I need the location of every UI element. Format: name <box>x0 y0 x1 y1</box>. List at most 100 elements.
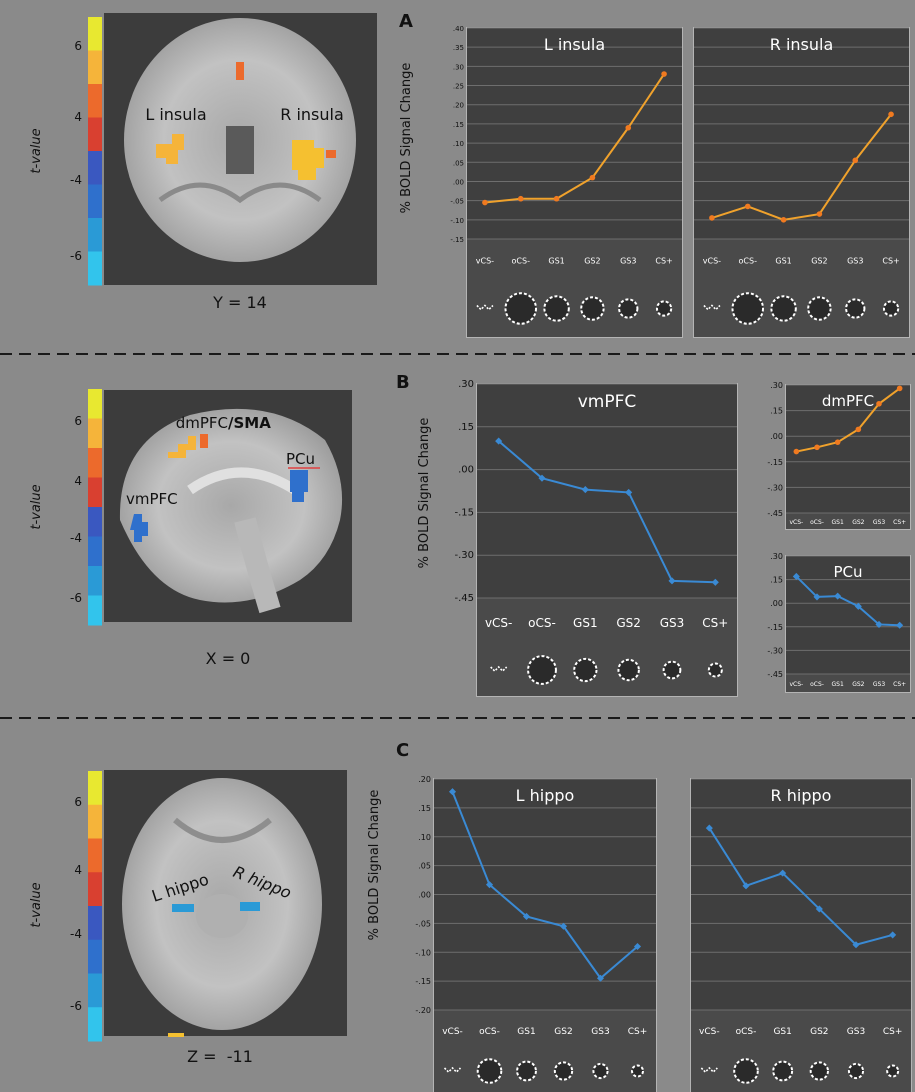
chart-title: dmPFC <box>822 392 874 410</box>
stimulus-glyph <box>592 1062 609 1080</box>
data-point <box>581 486 589 494</box>
x-tick-label: CS+ <box>655 257 672 266</box>
y-tick-label: .30 <box>458 379 474 390</box>
x-tick-label: vCS- <box>485 616 512 630</box>
data-point <box>538 474 546 482</box>
x-tick-label: GS1 <box>832 681 844 688</box>
y-tick-label: .10 <box>453 140 464 148</box>
stimulus-glyph <box>490 665 508 673</box>
stimulus-glyph <box>618 298 639 319</box>
y-axis-label: % BOLD Signal Change <box>399 63 414 214</box>
panel-b-brain: t-value 6 4 -4 -6 dmPFC /SMA PCu vmPFC X… <box>29 389 352 668</box>
y-tick-label: .00 <box>770 432 783 441</box>
data-point <box>633 942 642 951</box>
colorbar-tick: -4 <box>70 927 82 941</box>
data-point <box>834 439 841 445</box>
x-tick-label: CS+ <box>702 616 728 630</box>
data-point <box>814 444 820 451</box>
plot-area <box>467 28 682 239</box>
data-point <box>596 974 605 982</box>
colorbar-segment <box>88 507 102 537</box>
chart-pcu: .30 .15 .00 -.15 -.30 -.45 PCu vCS-oCS- GS1 GS2 GS… <box>767 552 911 693</box>
brain-region-label: /SMA <box>228 414 271 432</box>
panel-letter: A <box>399 11 413 32</box>
x-tick-label: GS1 <box>773 1027 791 1037</box>
chart-dmpfc: .30 .15 .00 -.15 -.30 -.45 dmPFC vCS-oCS- GS1 GS2… <box>767 381 911 530</box>
colorbar-segment <box>88 50 102 85</box>
slice-label: Z = -11 <box>187 1047 253 1066</box>
y-tick-label: .20 <box>453 102 464 110</box>
corpus-callosum <box>187 467 298 495</box>
colorbar-segment <box>88 872 102 907</box>
colorbar-segment <box>88 804 102 839</box>
x-tick-label: GS2 <box>810 1027 828 1037</box>
data-point <box>852 157 859 164</box>
x-tick-label: GS3 <box>620 257 636 266</box>
x-tick-label: oCS- <box>479 1027 500 1037</box>
data-point <box>448 788 457 796</box>
y-tick-label: .15 <box>453 121 464 129</box>
data-point <box>896 621 904 629</box>
brainstem <box>196 894 248 938</box>
data-point <box>834 592 842 600</box>
colorbar-tick: 4 <box>74 863 82 877</box>
y-tick-label: .30 <box>770 381 783 390</box>
data-point <box>793 448 800 455</box>
y-tick-label: -.45 <box>454 593 474 604</box>
stimulus-glyph <box>700 1066 718 1074</box>
x-tick-label: GS1 <box>548 257 564 266</box>
data-point <box>854 602 862 610</box>
y-tick-label: .15 <box>458 422 474 433</box>
x-tick-label: CS+ <box>628 1027 648 1037</box>
y-tick-label: -.10 <box>415 948 431 957</box>
data-point <box>742 882 750 890</box>
colorbar-segment <box>88 418 102 449</box>
y-tick-label: -.45 <box>767 670 783 679</box>
series-line <box>451 791 639 980</box>
colorbar-tick: -4 <box>70 173 82 187</box>
x-tick-label: oCS- <box>810 681 824 688</box>
stimulus-glyph <box>543 295 570 322</box>
x-tick-label: GS1 <box>573 616 598 630</box>
brain-fold <box>173 817 272 843</box>
y-tick-label: .00 <box>770 599 783 608</box>
colorbar <box>88 771 102 1042</box>
chart-title: L hippo <box>516 786 575 805</box>
stimulus-glyph <box>703 304 721 311</box>
x-tick-label: oCS- <box>528 616 556 630</box>
data-point <box>709 215 715 221</box>
colorbar-segment <box>88 151 102 185</box>
x-tick-label: CS+ <box>883 1027 903 1037</box>
data-point <box>779 869 787 877</box>
y-tick-label: .15 <box>418 804 431 813</box>
series-line <box>498 440 716 584</box>
data-point <box>816 211 823 217</box>
x-tick-label: CS+ <box>893 681 906 688</box>
data-point <box>625 124 632 131</box>
y-tick-label: -.30 <box>767 483 783 492</box>
x-tick-label: GS3 <box>591 1027 609 1037</box>
y-tick-label: .00 <box>453 178 464 186</box>
charts: .40 .35 .30 .25 .20 .15 .10 .05 .00 -.05 -.10 -.15 L… <box>415 25 912 1092</box>
y-tick-label: -.15 <box>767 458 783 467</box>
x-tick-label: vCS- <box>703 257 721 266</box>
plot-area <box>694 28 909 239</box>
x-tick-label: GS2 <box>811 257 827 266</box>
x-tick-label: GS3 <box>847 257 863 266</box>
data-point <box>813 593 821 601</box>
stimulus-glyph <box>807 296 832 321</box>
colorbar-segment <box>88 251 102 286</box>
stimulus-glyph <box>553 1061 574 1081</box>
plot-area <box>786 556 910 674</box>
stimulus-glyph <box>631 1064 644 1078</box>
stimulus-glyph <box>580 296 605 321</box>
chart-title: R hippo <box>771 786 832 805</box>
x-tick-label: vCS- <box>699 1027 720 1037</box>
x-tick-label: GS1 <box>517 1027 535 1037</box>
colorbar-segment <box>88 389 102 419</box>
activation-cluster <box>290 470 308 502</box>
stimulus-glyph <box>845 298 866 319</box>
data-point <box>855 426 862 433</box>
y-tick-label: .30 <box>453 63 464 71</box>
x-tick-label: GS2 <box>584 257 600 266</box>
